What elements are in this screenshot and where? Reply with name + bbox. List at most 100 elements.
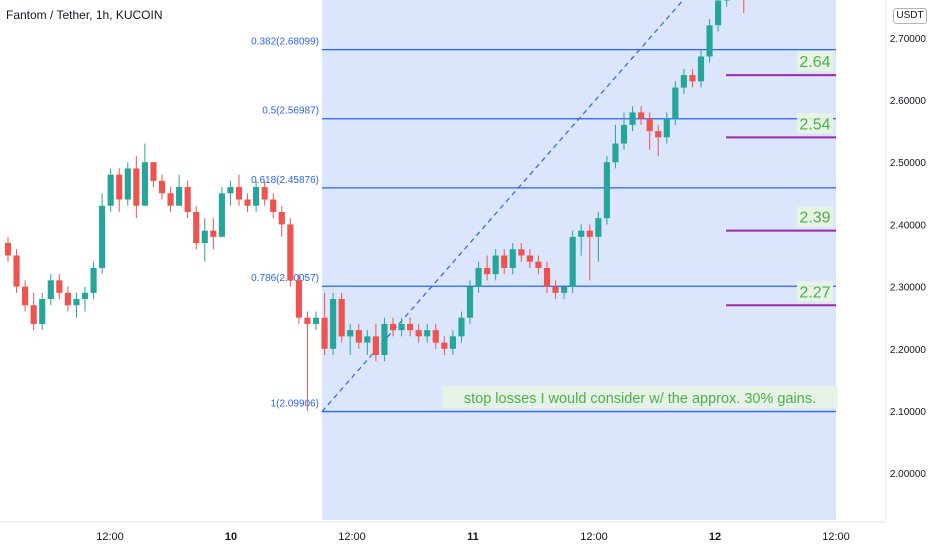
candle-body: [125, 168, 131, 199]
candle-body: [313, 318, 319, 324]
candle-body: [398, 324, 404, 330]
candle-body: [638, 112, 644, 118]
candle-body: [65, 293, 71, 305]
candle-body: [330, 299, 336, 349]
candle-body: [407, 324, 413, 330]
y-tick-label: 2.00000: [890, 469, 927, 480]
annotation-text: stop losses I would consider w/ the appr…: [464, 391, 816, 407]
candle-body: [108, 175, 114, 206]
candle-body: [364, 336, 370, 342]
candle-body: [390, 324, 396, 330]
candle-body: [381, 324, 387, 355]
candle-body: [90, 268, 96, 293]
y-tick-label: 2.70000: [890, 34, 927, 45]
candle-body: [664, 119, 670, 138]
price-axis-bg: [886, 0, 932, 550]
candle-body: [493, 256, 499, 275]
candle-body: [356, 330, 362, 342]
x-tick-label: 12:00: [338, 531, 366, 543]
fib-level-label: 0.618(2.45876): [251, 175, 319, 186]
fib-level-label: 0.382(2.68099): [251, 37, 319, 48]
candle-body: [561, 287, 567, 293]
candle-body: [48, 280, 54, 299]
candle-body: [450, 336, 456, 348]
candle-body: [689, 75, 695, 81]
candle-body: [416, 330, 422, 336]
candle-body: [475, 268, 481, 287]
candle-body: [39, 299, 45, 324]
candle-body: [373, 336, 379, 355]
candle-body: [150, 162, 156, 181]
candle-body: [527, 256, 533, 262]
candle-body: [544, 268, 550, 287]
y-tick-label: 2.40000: [890, 220, 927, 231]
x-tick-label: 12:00: [822, 531, 850, 543]
candle-body: [587, 231, 593, 237]
candle-body: [193, 212, 199, 243]
candle-body: [552, 287, 558, 293]
candle-body: [296, 280, 302, 317]
candle-body: [13, 256, 19, 287]
time-axis-bg: [0, 522, 932, 550]
candle-body: [82, 293, 88, 299]
candle-body: [698, 56, 704, 81]
candle-body: [244, 200, 250, 206]
y-tick-label: 2.20000: [890, 345, 927, 356]
candle-body: [73, 299, 79, 305]
candle-body: [441, 343, 447, 349]
candle-body: [227, 187, 233, 193]
candle-body: [612, 144, 618, 163]
x-tick-label: 10: [225, 531, 237, 543]
fib-level-label: 1(2.09906): [271, 399, 319, 410]
candle-body: [142, 162, 148, 206]
candle-body: [621, 125, 627, 144]
fib-level-label: 0.5(2.56987): [262, 106, 319, 117]
candle-body: [655, 131, 661, 137]
candle-body: [570, 237, 576, 287]
candle-body: [279, 212, 285, 224]
candle-body: [535, 262, 541, 268]
x-tick-label: 12:00: [580, 531, 608, 543]
candle-body: [424, 330, 430, 336]
candle-body: [116, 175, 122, 200]
candle-body: [270, 200, 276, 212]
candle-body: [219, 193, 225, 237]
candle-body: [706, 25, 712, 56]
candle-body: [501, 256, 507, 268]
candle-body: [262, 187, 268, 199]
candle-body: [595, 218, 601, 237]
candle-body: [5, 243, 11, 255]
candle-body: [484, 268, 490, 274]
fib-retracement-zone: [322, 0, 836, 520]
candle-body: [681, 75, 687, 87]
candle-body: [304, 318, 310, 324]
candle-body: [99, 206, 105, 268]
stop-loss-label: 2.64: [799, 54, 830, 71]
x-tick-label: 11: [467, 531, 479, 543]
y-tick-label: 2.10000: [890, 407, 927, 418]
candle-body: [159, 181, 165, 193]
candle-body: [56, 280, 62, 292]
candle-body: [672, 88, 678, 119]
candle-body: [458, 318, 464, 337]
currency-badge[interactable]: USDT: [893, 8, 927, 24]
candle-body: [133, 168, 139, 205]
candle-body: [715, 0, 721, 25]
stop-loss-label: 2.54: [799, 116, 830, 133]
candle-body: [321, 318, 327, 349]
stop-loss-label: 2.39: [799, 210, 830, 227]
candle-body: [22, 287, 28, 306]
candle-body: [287, 224, 293, 280]
candle-body: [604, 162, 610, 218]
x-tick-label: 12:00: [96, 531, 124, 543]
candle-body: [467, 287, 473, 318]
chart-title: Fantom / Tether, 1h, KUCOIN: [6, 8, 163, 22]
y-tick-label: 2.50000: [890, 158, 927, 169]
candle-body: [510, 249, 516, 268]
candle-body: [210, 231, 216, 237]
candle-body: [347, 330, 353, 336]
candle-body: [433, 330, 439, 342]
candle-body: [236, 187, 242, 199]
